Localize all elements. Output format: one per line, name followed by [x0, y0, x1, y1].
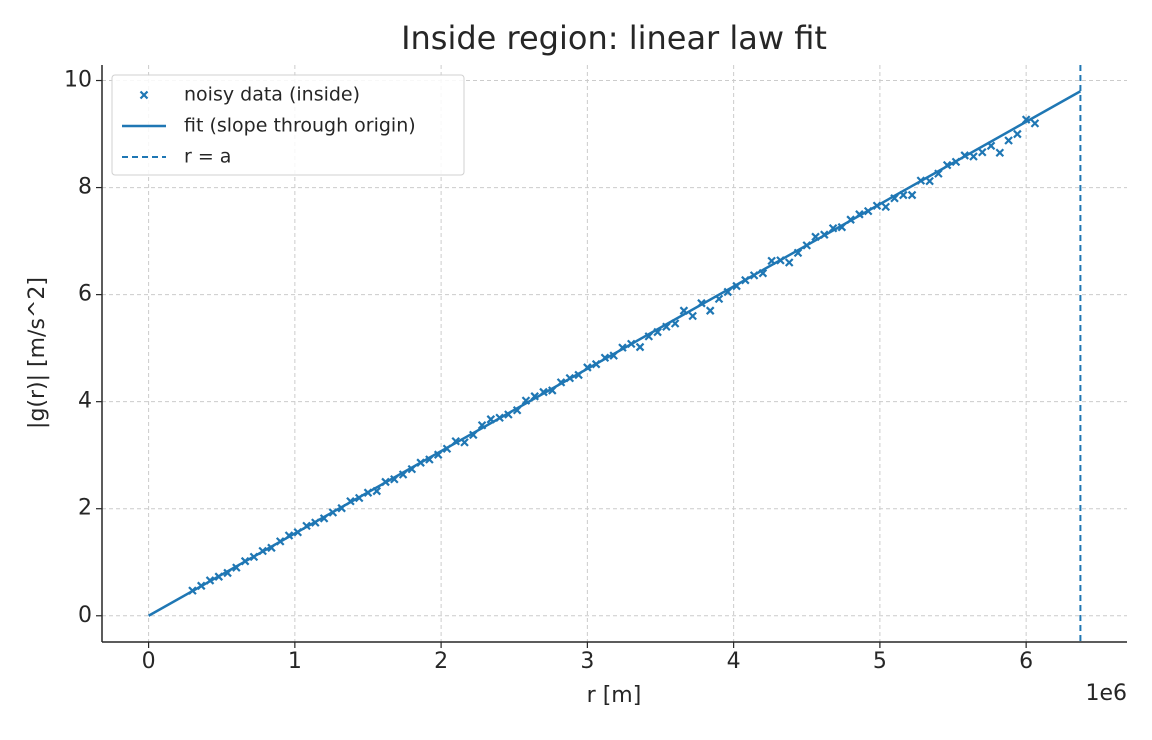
marker-stroke: [460, 438, 469, 447]
x-tick-label: 6: [1019, 649, 1033, 674]
y-axis-label: |g(r)| [m/s^2]: [25, 277, 50, 429]
marker-stroke: [899, 190, 908, 200]
marker-stroke: [372, 486, 382, 496]
legend-label: r = a: [184, 146, 231, 168]
legend-label: noisy data (inside): [184, 84, 360, 106]
scatter-point: [969, 152, 978, 161]
marker-stroke: [784, 258, 794, 267]
marker-stroke: [907, 190, 917, 200]
marker-stroke: [486, 415, 496, 424]
scatter-point: [688, 311, 697, 321]
y-tick-label: 0: [78, 603, 92, 628]
marker-stroke: [1004, 136, 1013, 145]
scatter-point: [881, 202, 891, 212]
fit-line: [147, 90, 1082, 617]
legend-marker: [139, 90, 149, 100]
marker-stroke: [705, 306, 715, 315]
marker-stroke: [477, 420, 487, 430]
marker-stroke: [688, 311, 697, 321]
chart-title: Inside region: linear law fit: [401, 19, 827, 57]
scatter-point: [1013, 129, 1022, 139]
scatter-point: [784, 258, 794, 267]
marker-stroke: [934, 169, 943, 178]
y-tick-label: 4: [78, 389, 92, 414]
x-axis-label: r [m]: [587, 683, 642, 708]
marker-stroke: [758, 268, 768, 278]
marker-stroke: [969, 152, 978, 161]
x-tick-label: 0: [142, 649, 156, 674]
marker-stroke: [679, 306, 689, 315]
marker-stroke: [635, 342, 645, 352]
marker-stroke: [986, 141, 996, 151]
marker-stroke: [767, 256, 776, 266]
marker-stroke: [925, 176, 934, 186]
legend-box: [111, 74, 465, 176]
x-tick-label: 2: [434, 649, 448, 674]
x-tick-label: 4: [727, 649, 741, 674]
marker-stroke: [1030, 119, 1040, 128]
y-tick-label: 6: [78, 282, 92, 307]
marker-stroke: [881, 202, 891, 212]
x-tick-label: 5: [873, 649, 887, 674]
x-tick-label: 1: [288, 649, 302, 674]
marker-stroke: [521, 396, 531, 405]
marker-stroke: [977, 147, 987, 157]
x-tick-label: 3: [580, 649, 594, 674]
scatter-point: [995, 148, 1005, 158]
marker-stroke: [670, 319, 680, 328]
marker-stroke: [714, 294, 724, 304]
y-tick-label: 2: [78, 496, 92, 521]
y-tick-label: 8: [78, 175, 92, 200]
legend-label: fit (slope through origin): [184, 115, 416, 137]
scatter-point: [635, 342, 645, 352]
scatter-point: [977, 147, 987, 157]
scatter-point: [1030, 119, 1040, 128]
marker-stroke: [653, 327, 662, 337]
marker-stroke: [811, 232, 820, 242]
marker-stroke: [995, 148, 1005, 158]
marker-stroke: [139, 90, 149, 100]
marker-stroke: [793, 248, 803, 258]
scatter-point: [1004, 136, 1013, 145]
x-offset-label: 1e6: [1085, 681, 1127, 706]
marker-stroke: [1013, 129, 1022, 139]
y-tick-label: 10: [64, 68, 92, 93]
scatter-point: [705, 306, 715, 315]
scatter-point: [907, 190, 917, 200]
